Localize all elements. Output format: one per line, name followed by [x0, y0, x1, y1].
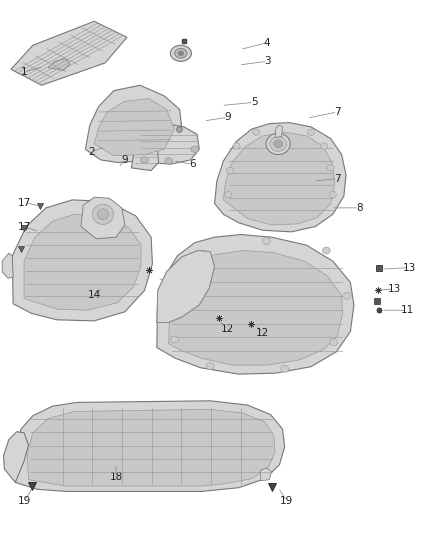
Polygon shape: [12, 200, 152, 321]
Text: 3: 3: [264, 56, 271, 66]
Polygon shape: [85, 85, 182, 163]
Ellipse shape: [327, 165, 334, 171]
Polygon shape: [136, 124, 199, 164]
Text: 8: 8: [356, 203, 363, 213]
Polygon shape: [215, 123, 346, 232]
Text: 1: 1: [21, 67, 28, 77]
Polygon shape: [27, 409, 275, 486]
Ellipse shape: [175, 49, 187, 58]
Text: 19: 19: [18, 496, 31, 506]
Text: 7: 7: [334, 107, 341, 117]
Ellipse shape: [225, 191, 232, 198]
Ellipse shape: [178, 51, 184, 55]
Text: 12: 12: [221, 324, 234, 334]
Text: 17: 17: [18, 222, 31, 231]
Ellipse shape: [330, 339, 338, 345]
Ellipse shape: [329, 191, 336, 198]
Ellipse shape: [92, 204, 113, 224]
Ellipse shape: [281, 366, 289, 372]
Ellipse shape: [141, 157, 148, 163]
Text: 9: 9: [224, 112, 231, 122]
Ellipse shape: [170, 45, 191, 61]
Ellipse shape: [270, 136, 286, 151]
Ellipse shape: [322, 247, 330, 254]
Text: 13: 13: [403, 263, 416, 272]
Ellipse shape: [233, 143, 240, 149]
Polygon shape: [48, 59, 70, 70]
Text: 19: 19: [280, 496, 293, 506]
Ellipse shape: [321, 143, 328, 149]
Ellipse shape: [343, 292, 351, 300]
Text: 2: 2: [88, 147, 95, 157]
Polygon shape: [169, 251, 343, 365]
Polygon shape: [261, 468, 272, 481]
Text: 17: 17: [18, 198, 31, 207]
Polygon shape: [275, 125, 283, 138]
Ellipse shape: [206, 362, 214, 370]
Ellipse shape: [274, 140, 283, 148]
Text: 18: 18: [110, 472, 123, 482]
Text: 6: 6: [189, 159, 196, 169]
Ellipse shape: [97, 209, 108, 220]
Text: 13: 13: [388, 284, 401, 294]
Polygon shape: [24, 214, 141, 310]
Polygon shape: [223, 132, 335, 225]
Polygon shape: [94, 99, 174, 156]
Ellipse shape: [226, 167, 233, 174]
Ellipse shape: [262, 238, 270, 244]
Text: 5: 5: [251, 98, 258, 107]
Ellipse shape: [253, 129, 260, 135]
Ellipse shape: [165, 158, 173, 164]
Ellipse shape: [307, 129, 314, 135]
Polygon shape: [131, 149, 159, 171]
Text: 16: 16: [162, 279, 175, 289]
Polygon shape: [157, 235, 354, 374]
Text: 7: 7: [334, 174, 341, 183]
Polygon shape: [2, 253, 13, 278]
Ellipse shape: [170, 336, 178, 343]
Polygon shape: [11, 21, 127, 85]
Text: 9: 9: [121, 155, 128, 165]
Polygon shape: [81, 197, 125, 239]
Text: 14: 14: [88, 290, 101, 300]
Text: 11: 11: [401, 305, 414, 315]
Polygon shape: [15, 401, 285, 491]
Text: 12: 12: [256, 328, 269, 338]
Ellipse shape: [191, 146, 199, 152]
Polygon shape: [157, 251, 215, 322]
Ellipse shape: [266, 133, 290, 155]
Text: 4: 4: [264, 38, 271, 47]
Polygon shape: [4, 432, 28, 482]
Text: 10: 10: [173, 288, 186, 298]
